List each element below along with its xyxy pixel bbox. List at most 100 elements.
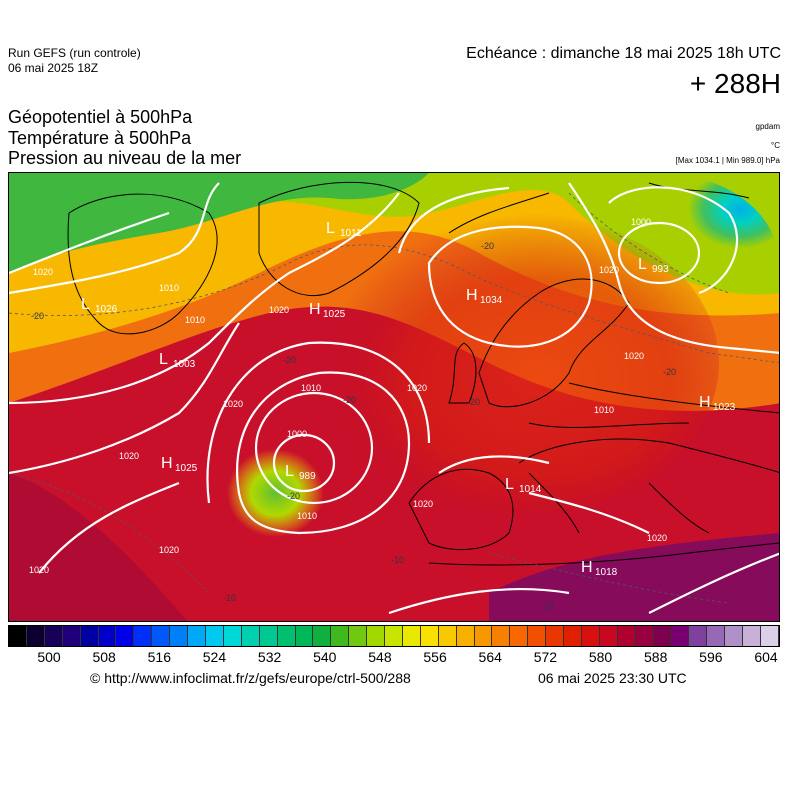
generated-time: 06 mai 2025 23:30 UTC: [538, 670, 687, 686]
forecast-valid-time: Echéance : dimanche 18 mai 2025 18h UTC: [466, 45, 781, 62]
isobar-label: 1020: [647, 533, 667, 543]
tick-label: 564: [478, 649, 502, 665]
weather-map: H 1034 H 1025 H 1025 H 1023 H 1018 L 101…: [8, 172, 780, 622]
color-swatch: [617, 626, 636, 646]
temp-label: -20: [287, 491, 300, 501]
tick-label: 500: [37, 649, 61, 665]
temp-label: -10: [391, 555, 404, 565]
color-swatch: [438, 626, 457, 646]
color-swatch: [152, 626, 171, 646]
color-swatch: [188, 626, 206, 646]
color-swatch: [725, 626, 744, 646]
center-l1026: L 1026: [81, 296, 118, 315]
color-scale: [8, 625, 780, 647]
svg-text:L: L: [285, 463, 294, 480]
tick-label: 556: [423, 649, 447, 665]
temp-label: -20: [481, 241, 494, 251]
isobar-label: 1020: [269, 305, 289, 315]
center-h1025-north: H 1025: [309, 301, 346, 320]
param-temperature: Température à 500hPa: [8, 128, 192, 148]
isobar-label: 1010: [301, 383, 321, 393]
svg-text:1003: 1003: [173, 359, 196, 370]
color-swatch: [528, 626, 547, 646]
field-scandinavian-high: [319, 213, 719, 513]
svg-text:1011: 1011: [340, 228, 362, 239]
color-swatch: [62, 626, 81, 646]
pressure-centers: H 1034 H 1025 H 1025 H 1023 H 1018 L 101…: [81, 220, 736, 578]
color-swatch: [259, 626, 278, 646]
color-swatch: [295, 626, 314, 646]
isobar-label: 1010: [185, 315, 205, 325]
svg-text:L: L: [326, 220, 335, 237]
color-swatch: [331, 626, 350, 646]
temp-label: -10: [541, 601, 554, 611]
color-swatch: [456, 626, 475, 646]
temp-label: -20: [283, 355, 296, 365]
source-url: © http://www.infoclimat.fr/z/gefs/europe…: [90, 670, 411, 686]
tick-label: 588: [644, 649, 668, 665]
color-swatch: [546, 626, 565, 646]
isobar-label: 1020: [223, 399, 243, 409]
svg-text:993: 993: [652, 264, 669, 275]
color-swatch: [635, 626, 654, 646]
center-h1034: H 1034: [466, 287, 503, 306]
svg-text:H: H: [309, 301, 321, 318]
svg-text:L: L: [505, 476, 514, 493]
color-swatch: [223, 626, 242, 646]
color-swatch: [44, 626, 63, 646]
color-swatch: [367, 626, 386, 646]
temp-label: -20: [467, 397, 480, 407]
run-date: 06 mai 2025 18Z: [8, 61, 99, 75]
unit-gpdam: gpdam: [755, 122, 780, 131]
color-swatch: [9, 626, 27, 646]
isobar-label: 1020: [159, 545, 179, 555]
center-l989: L 989: [285, 463, 316, 482]
isobar-label: 1020: [624, 351, 644, 361]
param-geopotential: Géopotentiel à 500hPa: [8, 107, 193, 127]
color-swatch: [116, 626, 135, 646]
svg-text:1023: 1023: [713, 402, 736, 413]
svg-text:H: H: [161, 455, 173, 472]
svg-text:L: L: [81, 296, 90, 313]
color-swatch: [671, 626, 690, 646]
color-swatch: [510, 626, 529, 646]
color-swatch: [492, 626, 511, 646]
isobar-label: 1000: [631, 217, 651, 227]
tick-label: 532: [257, 649, 282, 665]
isobar-label: 1010: [594, 405, 614, 415]
temp-label: -20: [343, 395, 356, 405]
tick-label: 596: [699, 649, 723, 665]
svg-text:L: L: [159, 351, 168, 368]
color-swatch: [582, 626, 600, 646]
svg-text:H: H: [466, 287, 478, 304]
color-swatch: [689, 626, 708, 646]
svg-text:1034: 1034: [480, 295, 503, 306]
color-swatch: [241, 626, 260, 646]
isobar-label: 1010: [159, 283, 179, 293]
isobar-label: 1020: [119, 451, 139, 461]
color-swatch: [707, 626, 726, 646]
svg-text:H: H: [699, 394, 711, 411]
color-swatch: [599, 626, 618, 646]
temp-label: -20: [663, 367, 676, 377]
isobar-label: 1020: [413, 499, 433, 509]
run-title: Run GEFS (run controle): [8, 46, 141, 60]
color-swatch: [98, 626, 117, 646]
center-l993: L 993: [638, 256, 669, 275]
color-swatch: [80, 626, 99, 646]
isobar-label: 1020: [599, 265, 619, 275]
color-swatch: [277, 626, 296, 646]
color-swatch: [420, 626, 439, 646]
svg-text:1014: 1014: [519, 484, 542, 495]
center-l1003: L 1003: [159, 351, 196, 370]
isobars: [9, 182, 779, 615]
param-pressure: Pression au niveau de la mer: [8, 148, 242, 168]
field-greenland-green: [9, 173, 429, 273]
color-scale-ticks: 500 508 516 524 532 540 548 556 564 572 580 588 596 6…: [8, 649, 780, 667]
field-south-purple: [489, 533, 779, 621]
temp-label: -20: [31, 311, 44, 321]
center-h1025-atlantic: H 1025: [161, 455, 198, 474]
isobar-label: 1020: [33, 267, 53, 277]
svg-text:1025: 1025: [323, 309, 346, 320]
svg-text:H: H: [581, 559, 593, 576]
